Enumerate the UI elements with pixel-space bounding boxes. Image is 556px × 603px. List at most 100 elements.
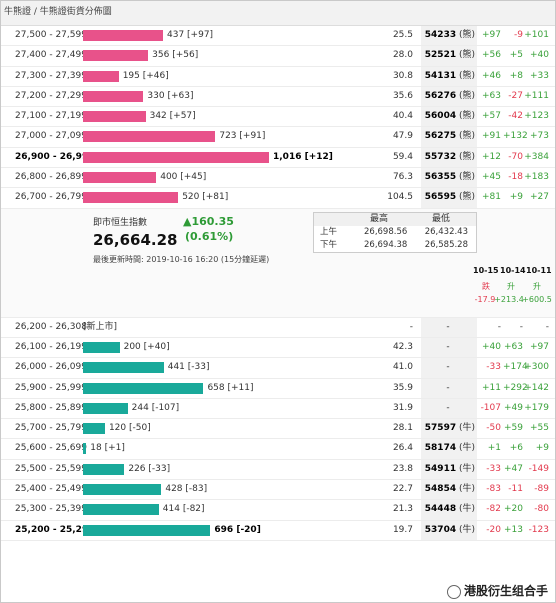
code-cell: 54448 (牛) <box>421 500 477 520</box>
high-low-table: 最高 最低 上午 26,698.56 26,432.43 下午 26,694.3… <box>313 211 477 253</box>
date-col-2: 10-14 <box>500 265 526 275</box>
change-day-1: -107 <box>480 402 501 413</box>
outstanding-label: 414 [-82] <box>162 504 205 515</box>
warrant-code[interactable]: 56355 <box>424 172 457 183</box>
strike-range: 27,500 - 27,599 <box>15 30 87 40</box>
table-row: 27,200 - 27,299 330 [+63] 35.6 56276 (熊) +63… <box>1 86 555 108</box>
percent-value: 104.5 <box>387 192 413 203</box>
outstanding-label: 330 [+63] <box>147 90 194 101</box>
change-day-3: +33 <box>530 70 549 81</box>
code-cell: - <box>421 398 477 419</box>
type-tag: (熊) <box>458 172 475 183</box>
change-day-2: +292 <box>503 382 528 393</box>
strike-range: 26,700 - 26,799 <box>15 192 87 203</box>
warrant-code[interactable]: 54131 <box>424 70 457 81</box>
outstanding-label: [新上市] <box>83 321 118 332</box>
outstanding-label: 244 [-107] <box>131 402 180 413</box>
warrant-code[interactable]: 57597 <box>424 423 457 434</box>
table-row: 26,700 - 26,799 520 [+81] 104.5 56595 (熊) +8… <box>1 188 555 209</box>
change-day-3: +101 <box>524 30 549 40</box>
index-change: ▲160.35 <box>183 214 234 228</box>
percent-value: 22.7 <box>392 484 413 495</box>
code-cell: 56275 (熊) <box>421 127 477 147</box>
change-day-3: +73 <box>530 131 549 142</box>
change-day-3: +111 <box>524 90 549 101</box>
change-day-3: +40 <box>530 50 549 61</box>
warrant-code[interactable]: 58174 <box>424 443 457 454</box>
code-cell: 56004 (熊) <box>421 107 477 127</box>
outstanding-bar <box>83 463 125 475</box>
outstanding-label: 226 [-33] <box>128 463 171 474</box>
change-day-1: -50 <box>486 423 501 434</box>
change-day-2: +6 <box>509 443 523 454</box>
change-day-2: +13 <box>504 524 523 535</box>
breadcrumb-bull-bear[interactable]: 牛熊證 <box>4 7 32 17</box>
change-day-1: +91 <box>482 131 501 142</box>
type-tag: (牛) <box>458 443 475 454</box>
strike-range: 27,000 - 27,099 <box>15 131 87 142</box>
warrant-code[interactable]: 56004 <box>424 111 457 122</box>
strike-range: 25,300 - 25,399 <box>15 504 87 515</box>
bear-rows: 27,500 - 27,599 437 [+97] 25.5 54233 (熊) +97… <box>1 26 555 209</box>
session-pm: 下午 <box>320 239 338 250</box>
table-row: 25,600 - 25,699 18 [+1] 26.4 58174 (牛) +1 +6 +… <box>1 439 555 460</box>
last-updated: 最後更新時間: 2019-10-16 16:20 (15分鐘延遲) <box>93 254 270 264</box>
warrant-code[interactable]: 53704 <box>424 524 457 535</box>
am-high: 26,698.56 <box>364 226 408 237</box>
change-day-2: -42 <box>508 111 523 122</box>
code-cell: - <box>421 358 477 378</box>
strike-range: 27,100 - 27,199 <box>15 111 87 122</box>
warrant-code[interactable]: 54448 <box>424 504 457 515</box>
dir-col-3: 升 <box>533 281 541 291</box>
table-row: 27,400 - 27,499 356 [+56] 28.0 52521 (熊) +56… <box>1 46 555 67</box>
change-day-1: +45 <box>482 172 501 183</box>
code-cell: 54233 (熊) <box>421 26 477 46</box>
outstanding-bar <box>83 111 146 123</box>
warrant-code[interactable]: 54854 <box>424 484 457 495</box>
pm-high: 26,694.38 <box>364 239 408 250</box>
warrant-code[interactable]: 54233 <box>424 30 457 40</box>
change-day-1: -83 <box>486 484 501 495</box>
outstanding-bar <box>83 30 163 41</box>
strike-range: 25,400 - 25,499 <box>15 484 87 495</box>
change-day-1: +63 <box>482 90 501 101</box>
breadcrumb: 牛熊證 / 牛熊證街貨分佈圖 <box>1 1 555 26</box>
change-day-1: -82 <box>486 504 501 515</box>
change-day-1: +57 <box>482 111 501 122</box>
outstanding-bar <box>83 192 179 204</box>
warrant-code[interactable]: 54911 <box>424 463 457 474</box>
change-day-2: +47 <box>504 463 523 474</box>
change-day-2: -70 <box>508 151 523 162</box>
change-day-3: +183 <box>524 172 549 183</box>
type-tag: (熊) <box>458 192 475 203</box>
outstanding-bar <box>83 443 87 455</box>
strike-range: 27,200 - 27,299 <box>15 90 87 101</box>
strike-range: 26,000 - 26,099 <box>15 362 87 373</box>
warrant-code[interactable]: 56276 <box>424 90 457 101</box>
warrant-code[interactable]: 52521 <box>424 50 457 61</box>
code-cell: 55732 (熊) <box>421 147 477 168</box>
change-day-1: -33 <box>486 463 501 474</box>
table-row: 27,100 - 27,199 342 [+57] 40.4 56004 (熊) +57… <box>1 107 555 128</box>
warrant-code[interactable]: 55732 <box>424 151 457 162</box>
change-day-1: - <box>497 321 501 332</box>
date-col-1: 10-15 <box>473 265 499 275</box>
type-tag: (熊) <box>458 30 475 40</box>
change-day-3: +27 <box>530 192 549 203</box>
outstanding-bar <box>83 70 119 82</box>
warrant-code[interactable]: 56595 <box>424 192 457 203</box>
date-col-3: 10-11 <box>526 265 552 275</box>
type-tag: (熊) <box>458 151 475 162</box>
change-day-2: -18 <box>508 172 523 183</box>
change-day-3: +142 <box>524 382 549 393</box>
type-tag: (牛) <box>458 423 475 434</box>
outstanding-bar <box>83 402 128 414</box>
strike-range: 25,500 - 25,599 <box>15 463 87 474</box>
table-row: 26,200 - 26,308 [新上市] - - - - - <box>1 317 555 338</box>
change-day-1: +12 <box>482 151 501 162</box>
outstanding-label: 520 [+81] <box>182 192 229 203</box>
strike-range: 26,200 - 26,308 <box>15 321 87 332</box>
change-day-3: +384 <box>524 151 549 162</box>
percent-value: 47.9 <box>392 131 413 142</box>
warrant-code[interactable]: 56275 <box>424 131 457 142</box>
